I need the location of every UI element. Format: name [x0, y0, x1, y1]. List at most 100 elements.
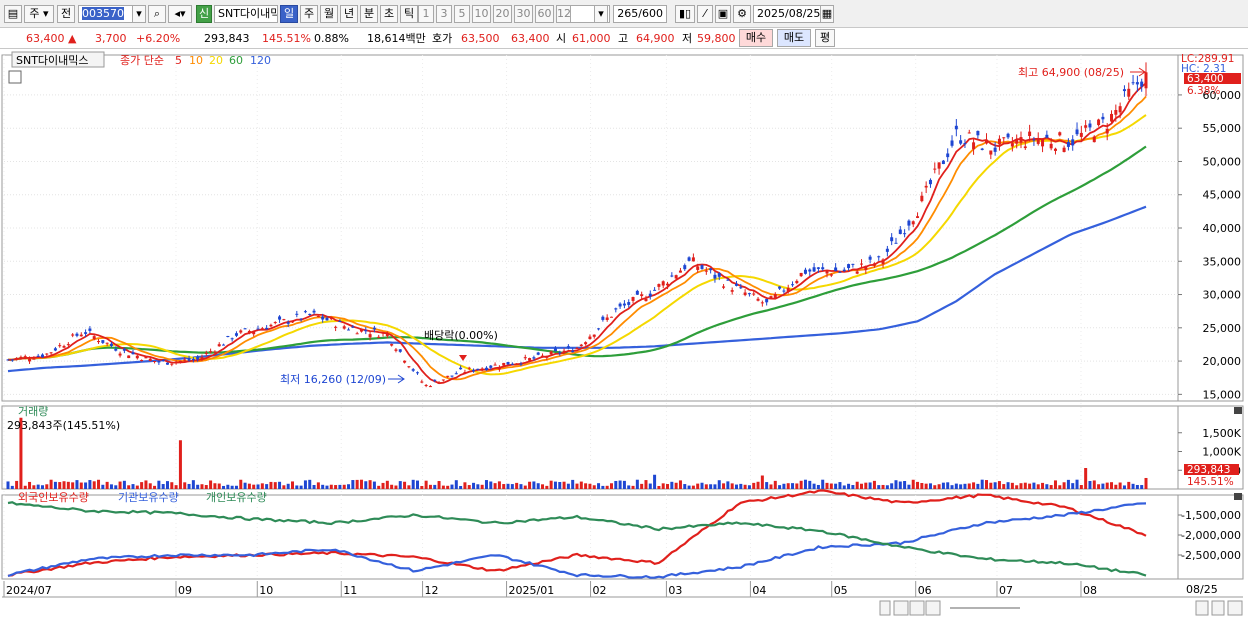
candle-body [390, 344, 394, 346]
volume-bar [157, 480, 161, 489]
volume-bar [114, 485, 118, 489]
multiplier-button-1[interactable]: 1 [418, 5, 434, 23]
table-icon[interactable] [8, 70, 22, 84]
candle-icon[interactable]: ▮▯ [675, 5, 695, 23]
panel-border-1 [1, 405, 1244, 490]
volume-bar [295, 485, 299, 489]
sound-icon[interactable]: ◂▾ [168, 5, 192, 23]
period-button-6[interactable]: 틱 [400, 5, 418, 23]
volume-bar [10, 485, 14, 489]
volume-bar [1110, 482, 1114, 489]
up-arrow: ▲ [68, 32, 77, 45]
period-button-0[interactable]: 일 [280, 5, 298, 23]
candle-body [799, 272, 803, 277]
volume-bar [497, 481, 501, 489]
new-badge[interactable]: 신 [196, 5, 212, 23]
draw-icon[interactable]: ⁄ [697, 5, 713, 23]
holdings-panel-close-icon[interactable] [1234, 493, 1242, 500]
sell-button[interactable]: 매도 [777, 29, 811, 47]
code-input[interactable]: 003570 [78, 5, 146, 23]
candle-body [1097, 119, 1101, 126]
volume-bar [217, 483, 221, 489]
zoom-in-icon[interactable] [1211, 600, 1225, 616]
period-button-2[interactable]: 월 [320, 5, 338, 23]
candle-body [148, 358, 152, 361]
candle-body [32, 358, 36, 360]
code-dropdown-icon[interactable]: ▾ [132, 5, 146, 23]
stop-icon[interactable] [909, 600, 925, 616]
volume-bar [541, 484, 545, 489]
multiplier-button-3[interactable]: 3 [436, 5, 452, 23]
candle-body [256, 328, 260, 330]
period-button-1[interactable]: 주 [300, 5, 318, 23]
rewind-icon[interactable] [893, 600, 909, 616]
count-field[interactable]: 265/600 [613, 5, 667, 23]
legend-name-box[interactable] [11, 51, 105, 68]
volume-bar [786, 483, 790, 489]
candle-body [359, 328, 363, 332]
volume-bar [911, 479, 915, 489]
volume-bar [687, 485, 691, 489]
save-icon[interactable]: ▣ [715, 5, 731, 23]
volume-bar [144, 480, 148, 489]
volume-bar [19, 417, 23, 489]
volume-bar [907, 484, 911, 489]
x-tick-label: 08 [1083, 584, 1097, 597]
candle-body [247, 330, 251, 333]
volume-bar [795, 483, 799, 489]
candle-body [135, 355, 139, 359]
buy-button[interactable]: 매수 [739, 29, 773, 47]
volume-bar [1002, 484, 1006, 489]
candle-body [898, 229, 902, 234]
volume-bar [691, 485, 695, 489]
prev-button[interactable]: 전 [57, 5, 75, 23]
chart-area[interactable]: 60,000 55,000 50,000 45,000 40,000 35,000 30,0… [0, 49, 1248, 621]
gear-icon[interactable]: ⚙ [733, 5, 751, 23]
candle-body [847, 264, 851, 269]
font-size-icon[interactable] [1227, 600, 1243, 616]
scroll-right-icon[interactable] [879, 600, 891, 616]
period-button-4[interactable]: 분 [360, 5, 378, 23]
volume-bar [816, 484, 820, 489]
candle-body [760, 302, 764, 304]
candle-body [605, 317, 609, 320]
candle-body [678, 270, 682, 273]
volume-bar [549, 480, 553, 489]
candle-body [519, 363, 523, 365]
period-select[interactable]: 주 ▾ [24, 5, 54, 23]
zoom-out-icon[interactable] [1195, 600, 1209, 616]
period-select-label: 주 [29, 7, 40, 20]
candle-body [472, 369, 476, 372]
volume-bar [351, 480, 355, 489]
search-icon[interactable]: ⌕ [148, 5, 166, 23]
menu-icon[interactable]: ▤ [4, 5, 22, 23]
date-field[interactable]: 2025/08/25 [753, 5, 825, 23]
eval-button[interactable]: 평 [815, 29, 835, 47]
stock-name-field[interactable]: SNT다이내믹 [214, 5, 278, 23]
volume-panel-close-icon[interactable] [1234, 407, 1242, 414]
volume-bar [62, 481, 66, 489]
multiplier-dropdown-icon[interactable]: ▾ [594, 5, 608, 23]
volume-bar [273, 482, 277, 489]
period-button-5[interactable]: 초 [380, 5, 398, 23]
multiplier-button-30[interactable]: 30 [514, 5, 533, 23]
candle-body [19, 356, 23, 360]
multiplier-button-60[interactable]: 60 [535, 5, 554, 23]
candle-body [234, 333, 238, 336]
volume-bar [1101, 483, 1105, 489]
forward-icon[interactable] [925, 600, 941, 616]
candle-body [165, 362, 169, 365]
candle-body [618, 303, 622, 307]
multiplier-button-20[interactable]: 20 [493, 5, 512, 23]
candle-body [1066, 141, 1070, 147]
calendar-icon[interactable]: ▦ [820, 5, 834, 23]
candle-body [428, 386, 432, 388]
chart-svg[interactable]: 60,000 55,000 50,000 45,000 40,000 35,000 30,0… [0, 49, 1248, 621]
period-button-3[interactable]: 년 [340, 5, 358, 23]
candle-body [937, 162, 941, 169]
volume-bar [450, 484, 454, 489]
multiplier-button-5[interactable]: 5 [454, 5, 470, 23]
multiplier-button-10[interactable]: 10 [472, 5, 491, 23]
scroll-controls[interactable] [879, 600, 1243, 616]
candle-body [278, 316, 282, 320]
